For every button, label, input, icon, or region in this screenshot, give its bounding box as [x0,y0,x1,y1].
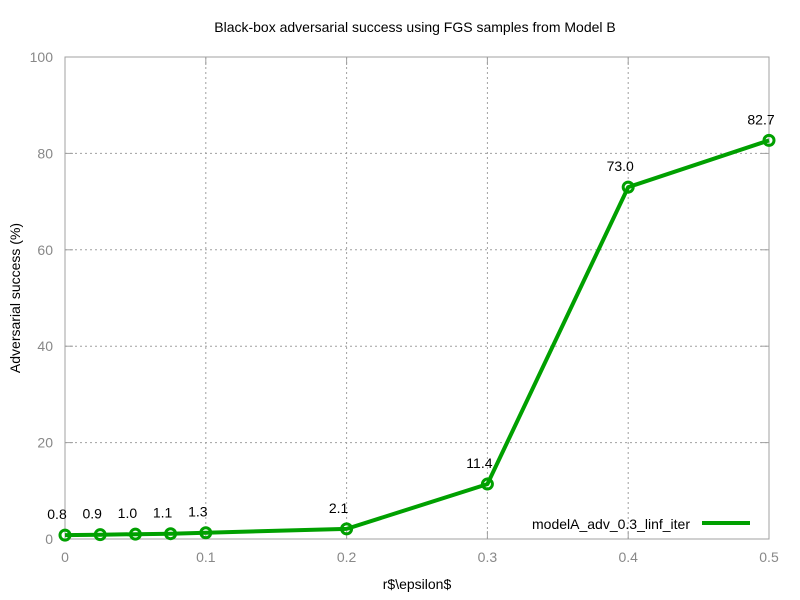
data-point [128,527,142,541]
x-axis-title: r$\epsilon$ [383,576,452,592]
data-label: 73.0 [607,158,634,174]
legend: modelA_adv_0.3_linf_iter [532,516,750,532]
y-tick-label: 100 [30,49,54,65]
x-tick-label: 0.1 [196,549,216,565]
data-label: 1.1 [153,505,173,521]
y-axis-ticks: 0 20 40 60 80 100 [30,49,769,547]
data-point [480,477,494,491]
data-label: 1.0 [118,505,138,521]
x-tick-label: 0 [61,549,69,565]
grid [65,57,769,539]
y-axis-title: Adversarial success (%) [7,223,23,373]
legend-label: modelA_adv_0.3_linf_iter [532,516,690,532]
y-tick-label: 80 [37,145,53,161]
data-labels: 0.8 0.9 1.0 1.1 1.3 2.1 11.4 73.0 82.7 [47,111,775,522]
x-tick-label: 0.2 [337,549,357,565]
data-label: 0.9 [82,506,102,522]
data-label: 2.1 [329,500,349,516]
plot-frame [64,56,770,540]
x-axis-ticks: 0 0.1 0.2 0.3 0.4 0.5 [61,57,779,565]
x-tick-label: 0.4 [618,549,638,565]
data-point [199,526,213,540]
data-point [93,528,107,542]
data-point [58,528,72,542]
chart-title: Black-box adversarial success using FGS … [214,19,615,35]
data-point [762,133,776,147]
x-tick-label: 0.5 [759,549,779,565]
x-tick-label: 0.3 [478,549,498,565]
series-line [64,138,770,538]
data-point [164,527,178,541]
data-label: 1.3 [188,504,208,520]
y-tick-label: 40 [37,338,53,354]
data-point [340,522,354,536]
y-tick-label: 0 [45,531,53,547]
y-tick-label: 60 [37,242,53,258]
data-label: 11.4 [466,455,492,471]
data-label: 0.8 [47,506,67,522]
series-layer [58,133,776,542]
y-tick-label: 20 [37,435,53,451]
data-point [621,180,635,194]
data-label: 82.7 [747,111,774,127]
